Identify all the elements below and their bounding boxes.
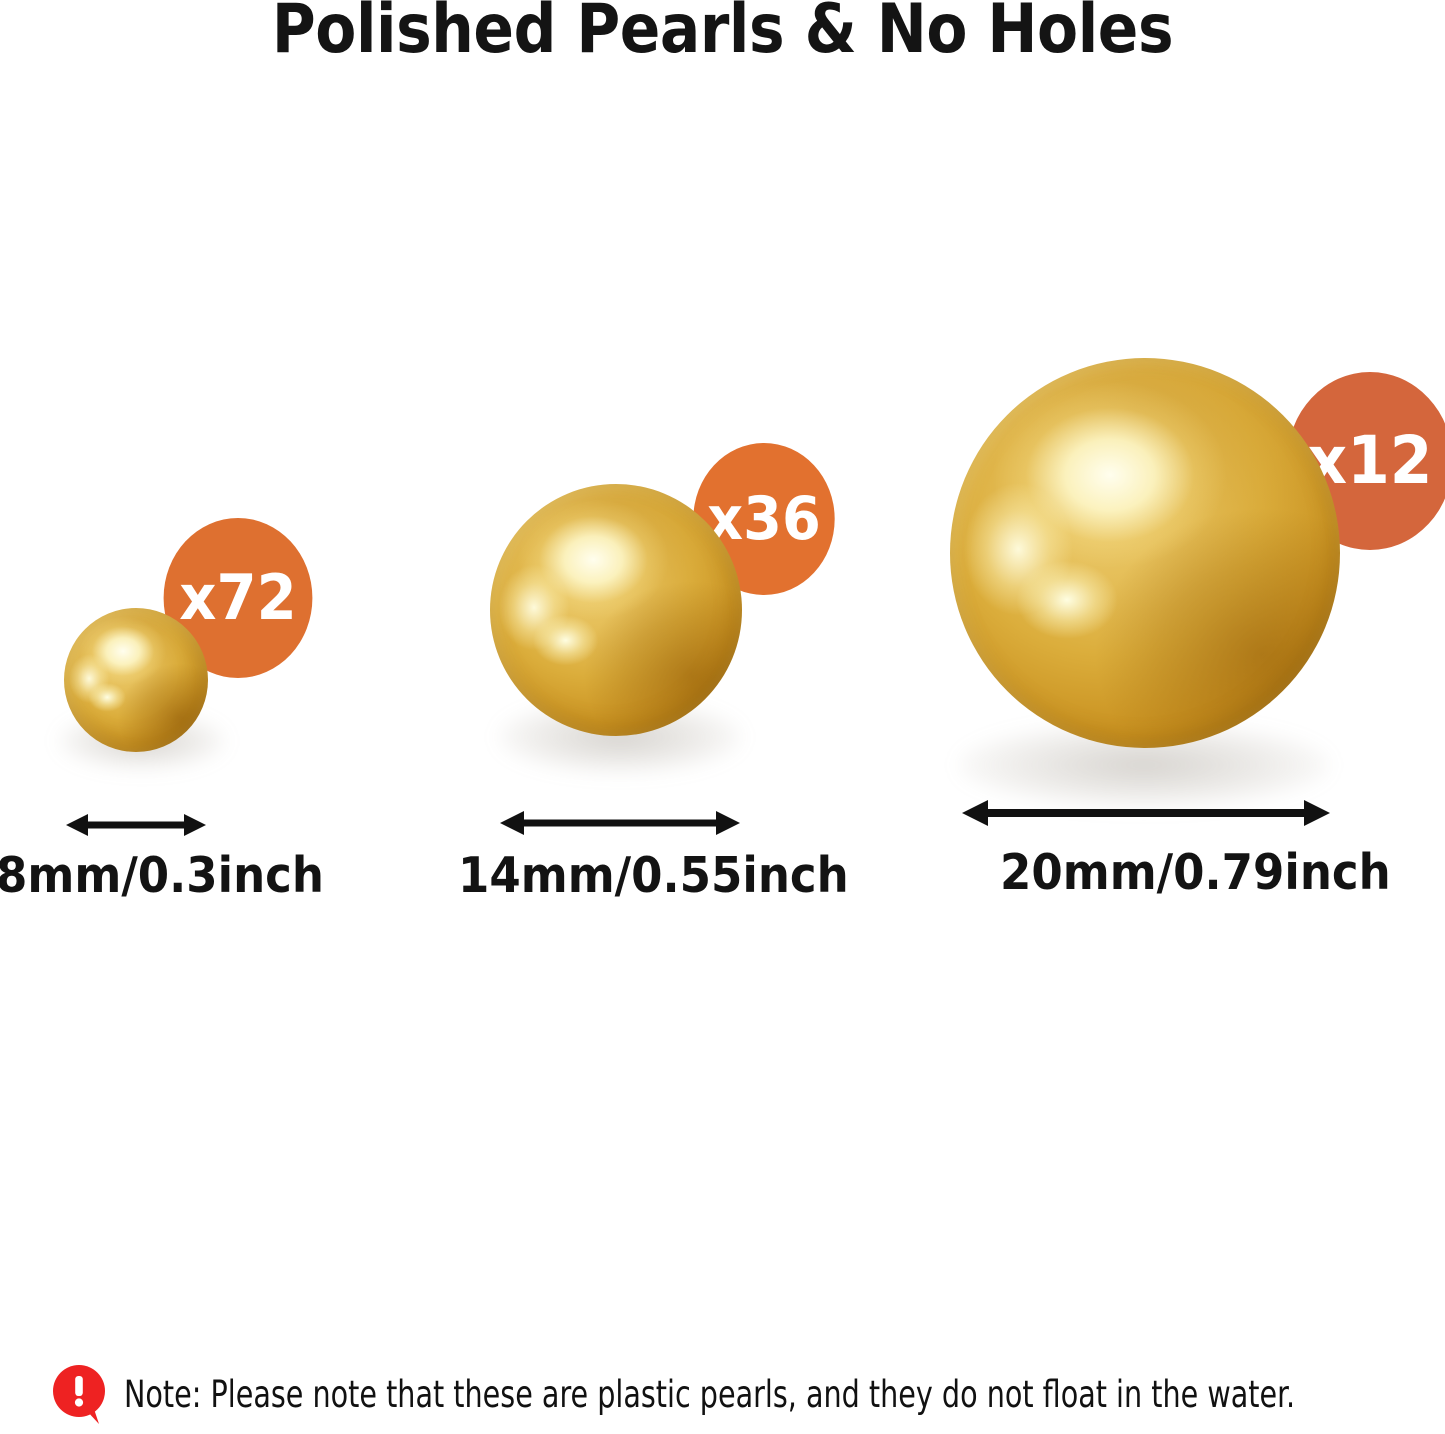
dimension-arrow-icon bbox=[66, 814, 206, 836]
quantity-badge-label: x36 bbox=[707, 484, 821, 554]
pearl-image-8mm bbox=[64, 608, 208, 752]
exclamation-bubble-icon bbox=[53, 1365, 105, 1424]
dimension-arrow-icon bbox=[500, 811, 740, 835]
quantity-badge-label: x72 bbox=[179, 561, 297, 634]
page-title: Polished Pearls & No Holes bbox=[271, 0, 1174, 69]
note-text: Note: Please note that these are plastic… bbox=[124, 1373, 1296, 1417]
pearl-image-14mm bbox=[490, 484, 742, 736]
dimension-label-8mm: 8mm/0.3inch bbox=[0, 847, 325, 904]
note-banner: Note: Please note that these are plastic… bbox=[52, 1364, 1445, 1426]
dimension-arrow-icon bbox=[962, 800, 1330, 826]
dimension-label-14mm: 14mm/0.55inch bbox=[458, 847, 849, 904]
product-pearl-8mm: x72 8mm/0.3inch bbox=[0, 0, 480, 1000]
pearl-image-20mm bbox=[950, 358, 1340, 748]
product-pearl-14mm: x36 14mm/0.55inch bbox=[0, 0, 900, 1000]
dimension-label-20mm: 20mm/0.79inch bbox=[1000, 844, 1391, 901]
quantity-badge-label: x12 bbox=[1307, 422, 1433, 499]
product-pearl-20mm: x12 20mm/0.79inch bbox=[950, 358, 1445, 901]
